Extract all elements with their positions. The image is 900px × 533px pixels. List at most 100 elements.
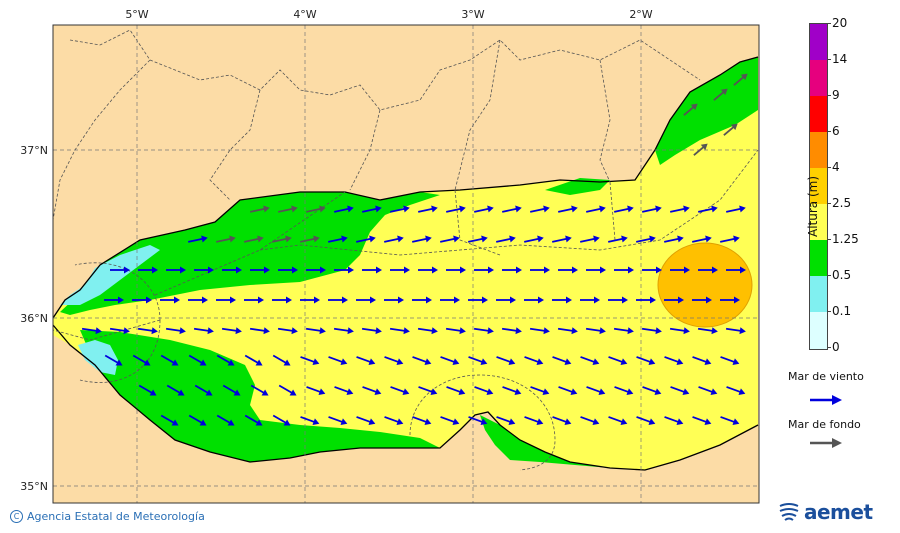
wave-arrow [216,235,236,243]
wave-arrow [137,327,158,335]
wave-arrow [417,327,438,335]
sea-orange-area [657,242,753,328]
wave-arrow [222,384,241,396]
wave-arrow [726,266,746,274]
wave-arrow [713,88,728,101]
wave-arrow [390,386,410,395]
wave-arrow [473,327,494,335]
wave-arrow [580,296,600,304]
wave-arrow [501,327,522,335]
colorbar-level: 2.5 [826,196,852,210]
wave-arrow [608,356,628,365]
wave-arrow [446,266,466,274]
wave-arrow [720,416,740,425]
wave-arrow [216,354,235,366]
wave-arrow [278,384,297,396]
wave-arrow [356,416,376,425]
wave-arrow [277,327,298,335]
colorbar-segment [810,96,827,132]
wave-arrow [636,356,656,365]
wave-arrow [614,386,634,395]
colorbar-level: 1.25 [827,232,859,246]
wave-arrow [552,356,572,365]
wave-arrow [636,235,656,243]
wave-arrow [502,205,522,213]
wave-arrow [138,266,158,274]
wave-arrow [692,296,712,304]
colorbar-segment [810,204,827,240]
wave-arrow [384,235,404,243]
wave-arrow [244,235,264,243]
wave-arrow [723,123,738,136]
lon-label-2w: 2°W [629,8,652,21]
wave-arrow [697,327,718,335]
wave-arrow [552,416,572,425]
colorbar-title: Altura (m) [806,175,820,237]
wave-height-map: 5°W 4°W 3°W 2°W 37°N 36°N 35°N [20,8,760,504]
sea-cyan-northwest [60,245,160,305]
wave-arrow [306,386,326,395]
wave-arrow [356,296,376,304]
lat-label-37n: 37°N [20,144,48,157]
wave-arrow [698,205,718,213]
colorbar-level: 20 [826,16,848,30]
wave-arrow [502,386,522,395]
wave-arrow [693,143,708,156]
wave-arrow [249,327,270,335]
wave-arrow [362,205,382,213]
wave-arrow [664,296,684,304]
wave-arrow [468,296,488,304]
wave-arrow [641,327,662,335]
wave-arrow [642,386,662,395]
wave-arrow [250,205,270,213]
wave-arrow [726,205,746,213]
wave-arrow [608,296,628,304]
wave-arrow [698,386,718,395]
wave-arrow [272,235,292,243]
wave-arrow [412,296,432,304]
wave-arrow [188,414,207,426]
wave-arrow [362,386,382,395]
wave-arrow [552,235,572,243]
wave-arrow [670,205,690,213]
wave-arrow [244,354,263,366]
wave-arrow [446,386,466,395]
wave-arrow [440,235,460,243]
wind-sea-arrow-icon [810,395,842,405]
wave-arrow [496,235,516,243]
coastline-south [52,324,759,471]
wave-arrow [692,356,712,365]
wave-arrow [698,266,718,274]
wave-arrow [306,266,326,274]
wave-arrow [726,386,746,395]
wave-arrow [193,327,214,335]
wave-arrow [110,266,130,274]
wave-arrow [244,296,264,304]
wave-arrow [636,296,656,304]
wave-direction-arrows [81,73,748,426]
wave-arrow [692,416,712,425]
swell-arrow-icon [810,438,842,448]
wave-arrow [586,266,606,274]
wave-arrow [440,296,460,304]
wave-arrow [362,266,382,274]
wave-arrow [664,235,684,243]
wave-arrow [440,416,460,425]
wave-arrow [300,235,320,243]
wave-arrow [670,386,690,395]
wave-arrow [496,416,516,425]
wave-arrow [585,327,606,335]
wave-arrow [250,266,270,274]
wave-arrow [614,205,634,213]
wave-arrow [194,266,214,274]
wave-arrow [389,327,410,335]
wave-arrow [614,266,634,274]
wave-arrow [468,416,488,425]
wave-arrow [692,235,712,243]
wave-arrow [558,205,578,213]
copyright-icon: C [10,510,23,523]
wave-arrow [305,327,326,335]
colorbar-segment [810,312,827,349]
colorbar-level: 9 [827,88,840,102]
wave-arrow [446,205,466,213]
